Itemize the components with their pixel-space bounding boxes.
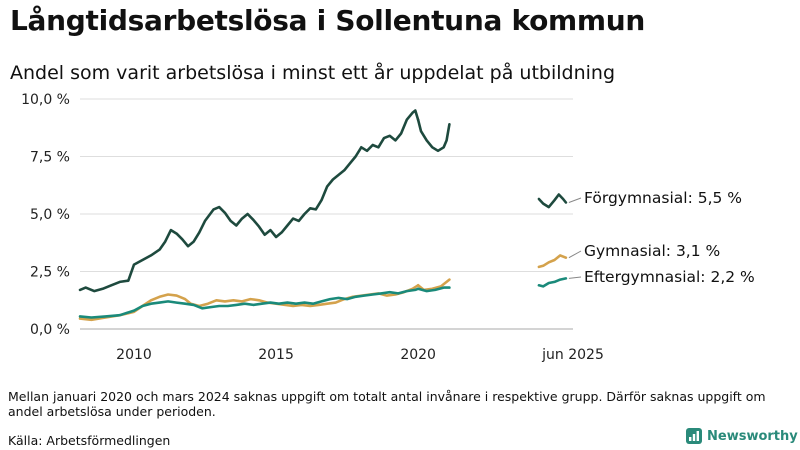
y-tick-label: 7,5 % xyxy=(30,150,70,166)
series-line-2-segment-1 xyxy=(416,286,451,293)
legend-label: Gymnasial: 3,1 % xyxy=(584,242,720,260)
x-tick-label: 2010 xyxy=(116,347,152,363)
series-line-0-segment-2 xyxy=(537,193,568,209)
y-tick-label: 5,0 % xyxy=(30,207,70,223)
legend: Förgymnasial: 5,5 % Gymnasial: 3,1 % Efter… xyxy=(568,189,755,286)
legend-connector xyxy=(568,250,582,259)
series-line-2-segment-2 xyxy=(537,277,568,288)
chart-title: Långtidsarbetslösa i Sollentuna kommun xyxy=(10,4,646,37)
x-tick-label: jun 2025 xyxy=(541,347,604,363)
footnote: Mellan januari 2020 och mars 2024 saknas… xyxy=(8,389,766,419)
series-line-1-segment-1 xyxy=(416,278,451,292)
grid-lines xyxy=(80,98,573,330)
chart-subtitle: Andel som varit arbetslösa i minst ett å… xyxy=(10,62,616,84)
x-tick-label: 2020 xyxy=(400,347,436,363)
newsworthy-logo-icon xyxy=(686,428,702,444)
series-line-2-segment-0 xyxy=(78,287,420,319)
y-axis-tick-labels: 0,0 % 2,5 % 5,0 % 7,5 % 10,0 % xyxy=(21,92,70,338)
y-tick-label: 2,5 % xyxy=(30,265,70,281)
brand-logo: Newsworthy xyxy=(686,428,798,444)
legend-connector xyxy=(568,276,582,279)
legend-label: Förgymnasial: 5,5 % xyxy=(584,189,742,207)
brand-name: Newsworthy xyxy=(707,428,798,444)
series-line-0-segment-1 xyxy=(416,118,451,153)
series-lines xyxy=(78,109,568,322)
x-axis-tick-labels: 2010 2015 2020 jun 2025 xyxy=(116,347,604,363)
y-tick-label: 0,0 % xyxy=(30,322,70,338)
line-chart: 0,0 % 2,5 % 5,0 % 7,5 % 10,0 % 2010 2015 2020 j… xyxy=(21,92,755,363)
source-text: Källa: Arbetsförmedlingen xyxy=(8,433,171,448)
legend-connector xyxy=(568,197,582,203)
series-line-1-segment-2 xyxy=(537,254,568,269)
series-line-1-segment-0 xyxy=(78,284,420,322)
legend-label: Eftergymnasial: 2,2 % xyxy=(584,268,755,286)
y-tick-label: 10,0 % xyxy=(21,92,70,108)
x-tick-label: 2015 xyxy=(258,347,294,363)
series-line-0-segment-0 xyxy=(78,109,420,293)
